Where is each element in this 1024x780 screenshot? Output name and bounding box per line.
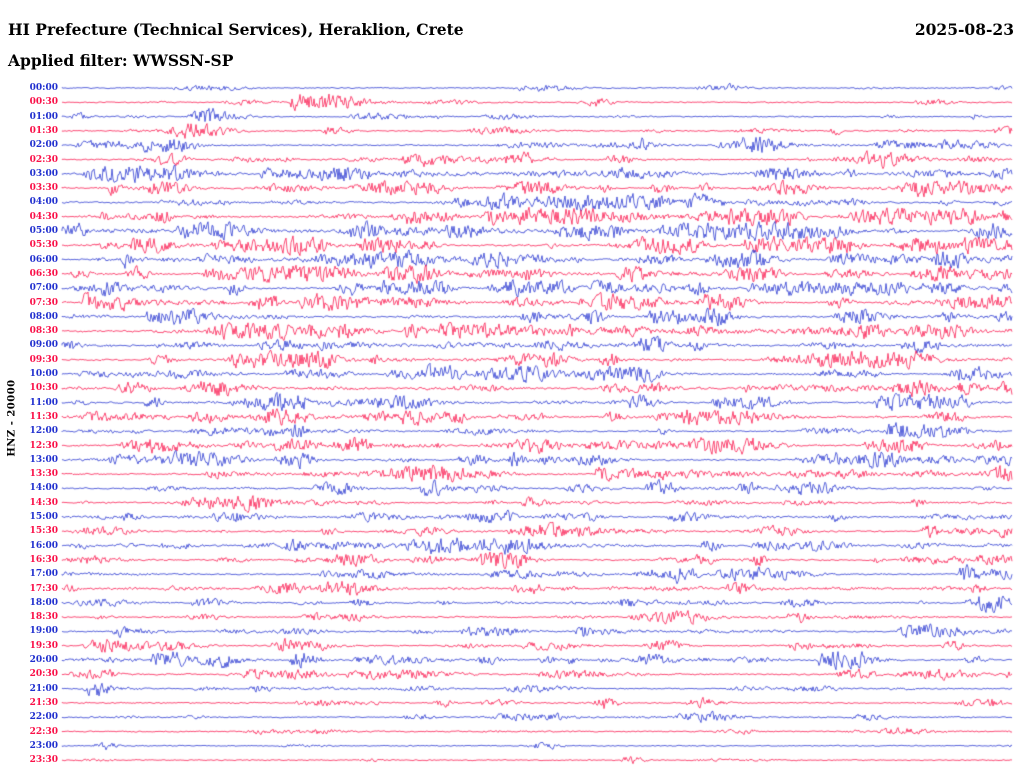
station-title: HI Prefecture (Technical Services), Hera… xyxy=(8,20,464,39)
date-label: 2025-08-23 xyxy=(914,20,1014,39)
applied-filter-label: Applied filter: WWSSN-SP xyxy=(8,51,234,70)
channel-scale-label: HNZ - 20000 xyxy=(6,379,18,457)
